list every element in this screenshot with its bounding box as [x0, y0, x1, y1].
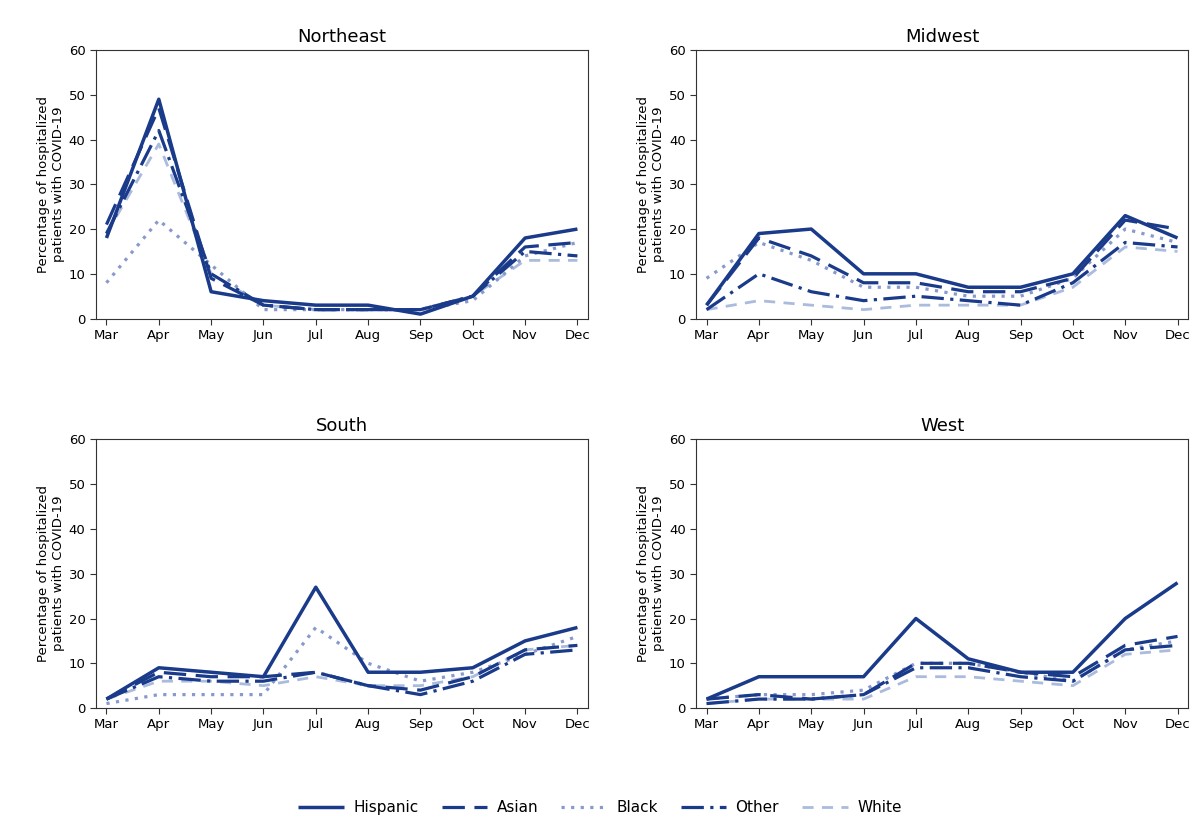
Legend: Hispanic, Asian, Black, Other, White: Hispanic, Asian, Black, Other, White — [293, 794, 907, 821]
Y-axis label: Percentage of hospitalized
patients with COVID-19: Percentage of hospitalized patients with… — [637, 96, 665, 272]
Y-axis label: Percentage of hospitalized
patients with COVID-19: Percentage of hospitalized patients with… — [36, 96, 65, 272]
Title: Midwest: Midwest — [905, 27, 979, 46]
Y-axis label: Percentage of hospitalized
patients with COVID-19: Percentage of hospitalized patients with… — [36, 486, 65, 662]
Title: Northeast: Northeast — [298, 27, 386, 46]
Title: West: West — [920, 417, 964, 435]
Title: South: South — [316, 417, 368, 435]
Y-axis label: Percentage of hospitalized
patients with COVID-19: Percentage of hospitalized patients with… — [637, 486, 665, 662]
